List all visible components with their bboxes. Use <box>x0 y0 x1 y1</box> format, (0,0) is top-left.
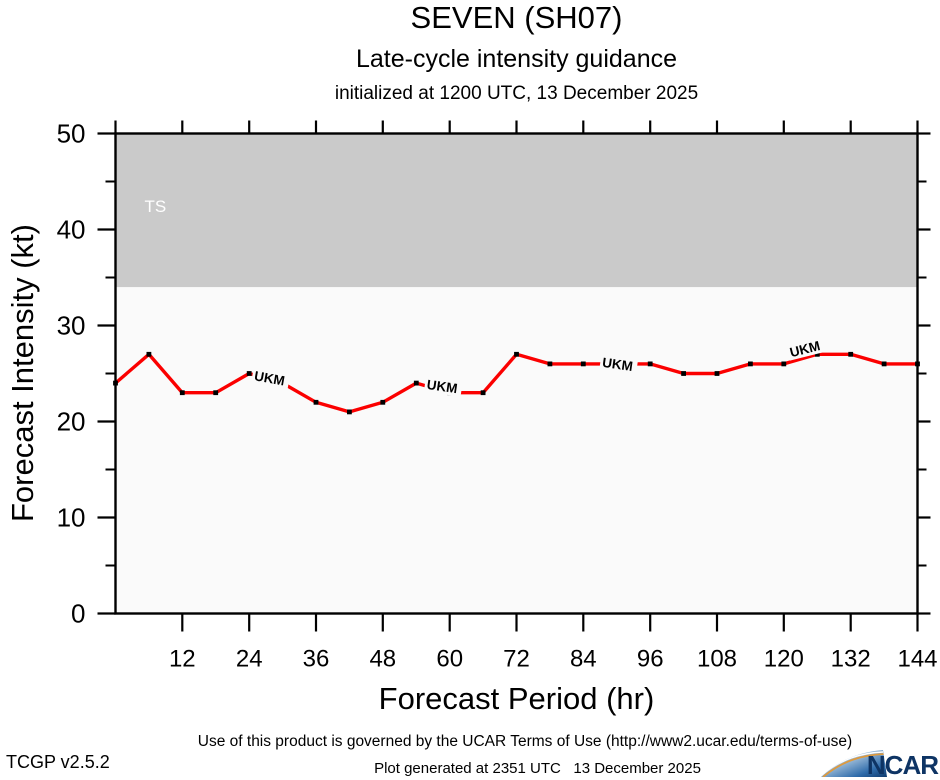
y-tick-label: 20 <box>57 407 86 437</box>
data-point-marker <box>146 351 152 357</box>
data-point-marker <box>480 390 486 396</box>
data-point-marker <box>647 361 653 367</box>
x-tick-label: 144 <box>897 646 937 673</box>
ncar-logo-text: NCAR <box>866 750 939 780</box>
y-axis-title: Forecast Intensity (kt) <box>5 224 40 523</box>
x-tick-label: 84 <box>570 646 597 673</box>
ncar-logo-swoosh <box>820 750 887 777</box>
x-tick-label: 72 <box>503 646 530 673</box>
data-point-marker <box>213 390 219 396</box>
series-line-label: UKM <box>423 377 463 397</box>
data-point-marker <box>514 351 519 357</box>
data-point-marker <box>580 361 586 367</box>
version-text: TCGP v2.5.2 <box>6 752 110 772</box>
series-line-label: UKM <box>786 338 826 361</box>
x-tick-label: 12 <box>169 646 196 673</box>
ts-zone-label: TS <box>144 197 166 216</box>
x-tick-label: 48 <box>369 646 396 673</box>
data-point-marker <box>781 361 787 367</box>
x-tick-label: 24 <box>236 646 263 673</box>
data-point-marker <box>748 361 753 367</box>
y-tick-label: 30 <box>57 311 86 341</box>
data-point-marker <box>881 361 887 367</box>
data-point-marker <box>380 399 386 405</box>
initialization-time: initialized at 1200 UTC, 13 December 202… <box>334 83 699 104</box>
data-point-marker <box>814 351 820 357</box>
data-point-marker <box>547 361 553 367</box>
ts-zone-band <box>115 133 918 288</box>
terms-of-use-text: Use of this product is governed by the U… <box>197 733 853 750</box>
y-axis-title-container: Forecast Intensity (kt) <box>0 133 46 614</box>
svg-text:UKM: UKM <box>253 368 286 388</box>
x-tick-label: 60 <box>436 646 463 673</box>
data-point-marker <box>347 409 352 415</box>
svg-text:UKM: UKM <box>788 338 821 360</box>
y-tick-label: 0 <box>71 599 85 629</box>
svg-text:UKM: UKM <box>601 355 634 374</box>
y-tick-label: 40 <box>57 215 86 245</box>
x-tick-label: 36 <box>303 646 330 673</box>
data-point-marker <box>848 351 854 357</box>
x-axis-title: Forecast Period (hr) <box>378 681 655 716</box>
storm-title: SEVEN (SH07) <box>410 0 623 35</box>
x-tick-label: 132 <box>831 646 871 673</box>
data-point-marker <box>179 390 185 396</box>
data-point-marker <box>413 380 419 386</box>
x-tick-label: 108 <box>697 646 737 673</box>
y-tick-label: 10 <box>57 503 86 533</box>
plot-subtitle: Late-cycle intensity guidance <box>355 45 678 73</box>
generated-timestamp: Plot generated at 2351 UTC 13 December 2… <box>374 760 701 777</box>
x-tick-label: 96 <box>637 646 664 673</box>
series-line-label: UKM <box>599 355 638 375</box>
data-point-marker <box>246 371 252 376</box>
y-tick-label: 50 <box>57 119 86 149</box>
ncar-logo: NCAR <box>820 748 939 780</box>
series-line-label: UKM <box>251 368 290 390</box>
svg-text:UKM: UKM <box>426 377 459 396</box>
x-tick-label: 120 <box>764 646 804 673</box>
data-point-marker <box>681 371 686 376</box>
data-point-marker <box>313 399 319 405</box>
data-point-marker <box>714 371 720 376</box>
